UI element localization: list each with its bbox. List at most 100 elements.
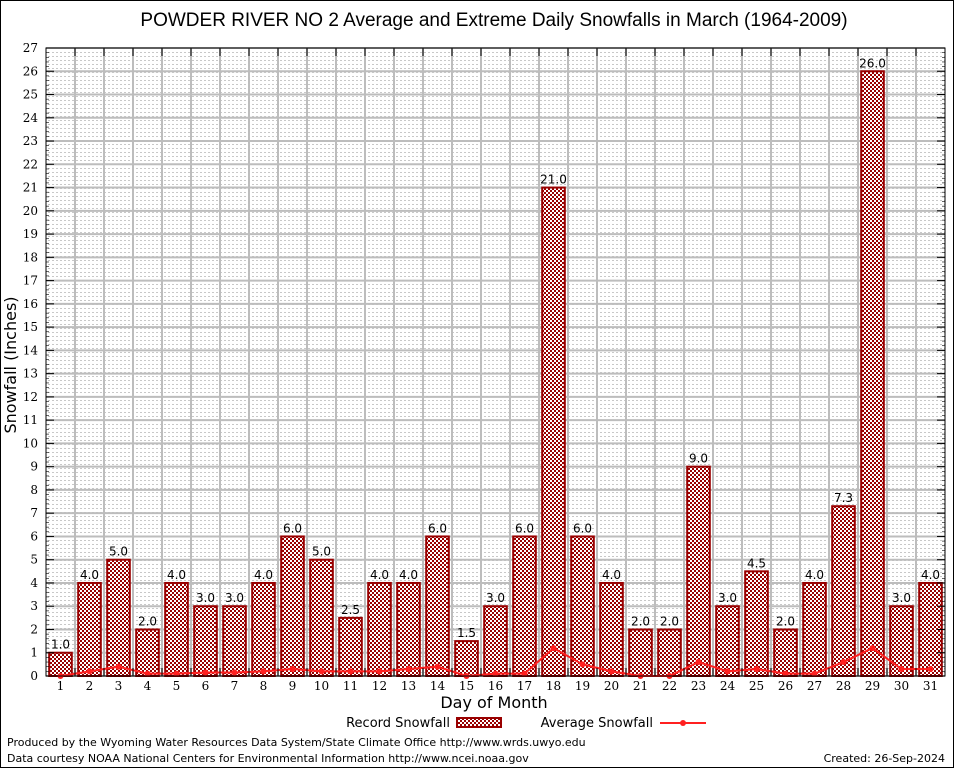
average-point-day-27 (811, 670, 818, 677)
y-tick-label: 16 (23, 297, 38, 311)
bar-label-day-1: 1.0 (51, 638, 70, 652)
y-tick-label: 8 (30, 483, 38, 497)
x-tick-label: 26 (778, 679, 793, 693)
bar-label-day-27: 4.0 (805, 568, 824, 582)
x-tick-label: 15 (459, 679, 474, 693)
average-line (57, 645, 934, 679)
bar-day-9 (280, 535, 305, 678)
x-tick-label: 19 (575, 679, 590, 693)
axes (45, 47, 946, 677)
x-tick-label: 8 (260, 679, 268, 693)
bar-day-4 (135, 628, 160, 678)
y-tick-label: 3 (30, 599, 38, 613)
bar-day-28 (831, 505, 856, 677)
x-tick-label: 20 (604, 679, 619, 693)
chart-title: POWDER RIVER NO 2 Average and Extreme Da… (140, 10, 847, 31)
y-tick-label: 12 (23, 390, 38, 404)
x-tick-label: 22 (662, 679, 677, 693)
average-point-day-23 (695, 659, 702, 666)
x-tick-label: 31 (923, 679, 938, 693)
x-tick-label: 3 (115, 679, 123, 693)
average-point-day-6 (202, 669, 209, 676)
bar-label-day-16: 3.0 (486, 591, 505, 605)
average-point-day-17 (521, 670, 528, 677)
average-point-day-11 (347, 668, 354, 675)
bar-day-2 (77, 581, 102, 677)
average-point-day-19 (579, 661, 586, 668)
bar-day-19 (570, 535, 595, 678)
bar-day-3 (106, 558, 131, 677)
bar-label-day-19: 6.0 (573, 521, 592, 535)
legend: Record Snowfall Average Snowfall (346, 716, 706, 731)
bar-day-27 (802, 581, 827, 677)
plot-border (45, 47, 946, 677)
legend-record-label: Record Snowfall (346, 716, 450, 731)
average-point-day-13 (405, 666, 412, 673)
bar-day-7 (222, 605, 247, 678)
bar-day-23 (686, 465, 711, 677)
x-tick-label: 6 (202, 679, 210, 693)
bar-label-day-23: 9.0 (689, 452, 708, 466)
x-tick-label: 5 (173, 679, 181, 693)
average-point-day-7 (231, 669, 238, 676)
y-tick-label: 20 (23, 204, 38, 218)
x-tick-label: 4 (144, 679, 152, 693)
y-tick-label: 21 (23, 181, 38, 195)
average-point-day-30 (898, 666, 905, 673)
y-tick-label: 18 (23, 250, 38, 264)
bar-day-12 (367, 581, 392, 677)
bar-label-day-10: 5.0 (312, 545, 331, 559)
bar-label-day-17: 6.0 (515, 521, 534, 535)
y-tick-label: 15 (23, 320, 38, 334)
average-point-day-4 (144, 670, 151, 677)
y-tick-label: 14 (23, 343, 39, 357)
x-tick-label: 23 (691, 679, 706, 693)
x-tick-label: 27 (807, 679, 822, 693)
bar-day-17 (512, 535, 537, 678)
average-point-day-10 (318, 668, 325, 675)
bar-label-day-31: 4.0 (921, 568, 940, 582)
plot-area (46, 48, 945, 676)
bar-day-15 (454, 640, 479, 677)
footer-data-courtesy: Data courtesy NOAA National Centers for … (7, 752, 529, 765)
bar-label-day-6: 3.0 (196, 591, 215, 605)
y-tick-label: 9 (30, 460, 38, 474)
average-point-day-8 (260, 668, 267, 675)
x-tick-label: 7 (231, 679, 239, 693)
y-tick-label: 1 (30, 646, 38, 660)
y-tick-label: 17 (23, 274, 38, 288)
x-tick-label: 9 (289, 679, 297, 693)
average-point-day-24 (724, 668, 731, 675)
bar-label-day-3: 5.0 (109, 545, 128, 559)
x-tick-label: 29 (865, 679, 880, 693)
y-tick-label: 10 (23, 436, 38, 450)
y-tick-label: 0 (30, 669, 38, 683)
x-axis-label: Day of Month (440, 693, 547, 712)
bar-label-day-11: 2.5 (341, 603, 360, 617)
bar-day-5 (164, 581, 189, 677)
bar-label-day-28: 7.3 (834, 491, 853, 505)
average-point-day-31 (927, 666, 934, 673)
bar-label-day-2: 4.0 (80, 568, 99, 582)
average-point-day-18 (550, 645, 557, 652)
bar-day-24 (715, 605, 740, 678)
average-point-day-12 (376, 668, 383, 675)
x-tick-label: 17 (517, 679, 532, 693)
bar-label-day-12: 4.0 (370, 568, 389, 582)
bar-label-day-4: 2.0 (138, 614, 157, 628)
x-tick-labels: 1 2 3 4 5 6 7 8 9 10 11 12 13 14 15 16 17 18 19 20 21 22 23 24 2… (57, 679, 938, 693)
y-tick-label: 25 (23, 88, 38, 102)
y-tick-label: 5 (30, 553, 38, 567)
x-tick-label: 13 (401, 679, 416, 693)
bar-day-11 (338, 616, 363, 678)
x-tick-label: 28 (836, 679, 851, 693)
bar-label-day-30: 3.0 (892, 591, 911, 605)
y-axis-label: Snowfall (Inches) (1, 296, 20, 433)
x-tick-label: 1 (57, 679, 65, 693)
average-point-day-20 (608, 668, 615, 675)
bar-day-25 (744, 570, 769, 677)
bar-day-26 (773, 628, 798, 678)
x-tick-label: 2 (86, 679, 94, 693)
bar-day-1 (48, 651, 73, 677)
